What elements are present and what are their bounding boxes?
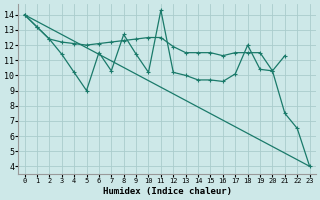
X-axis label: Humidex (Indice chaleur): Humidex (Indice chaleur) [103, 187, 232, 196]
